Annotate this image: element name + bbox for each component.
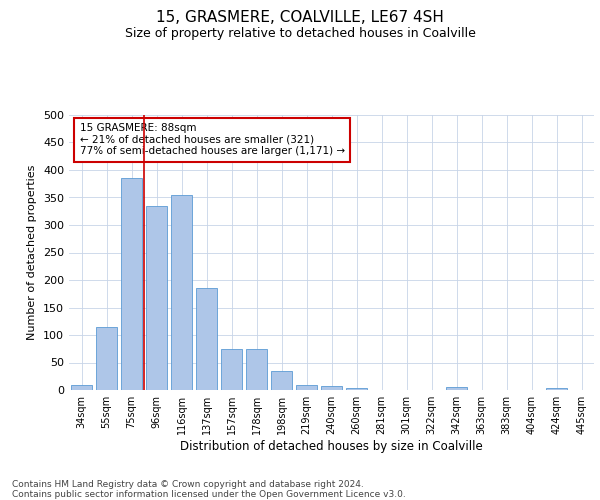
Bar: [446, 387, 467, 390]
Bar: [171, 194, 192, 390]
Bar: [271, 371, 292, 390]
Bar: [121, 178, 142, 390]
Bar: [346, 388, 367, 390]
X-axis label: Distribution of detached houses by size in Coalville: Distribution of detached houses by size …: [180, 440, 483, 453]
Bar: [296, 384, 317, 390]
Bar: [546, 388, 567, 390]
Bar: [71, 384, 92, 390]
Bar: [96, 327, 117, 390]
Text: Contains HM Land Registry data © Crown copyright and database right 2024.
Contai: Contains HM Land Registry data © Crown c…: [12, 480, 406, 500]
Bar: [246, 349, 267, 390]
Y-axis label: Number of detached properties: Number of detached properties: [28, 165, 37, 340]
Bar: [221, 349, 242, 390]
Bar: [196, 288, 217, 390]
Text: Size of property relative to detached houses in Coalville: Size of property relative to detached ho…: [125, 28, 475, 40]
Bar: [146, 206, 167, 390]
Text: 15 GRASMERE: 88sqm
← 21% of detached houses are smaller (321)
77% of semi-detach: 15 GRASMERE: 88sqm ← 21% of detached hou…: [79, 123, 344, 156]
Bar: [321, 386, 342, 390]
Text: 15, GRASMERE, COALVILLE, LE67 4SH: 15, GRASMERE, COALVILLE, LE67 4SH: [156, 10, 444, 25]
